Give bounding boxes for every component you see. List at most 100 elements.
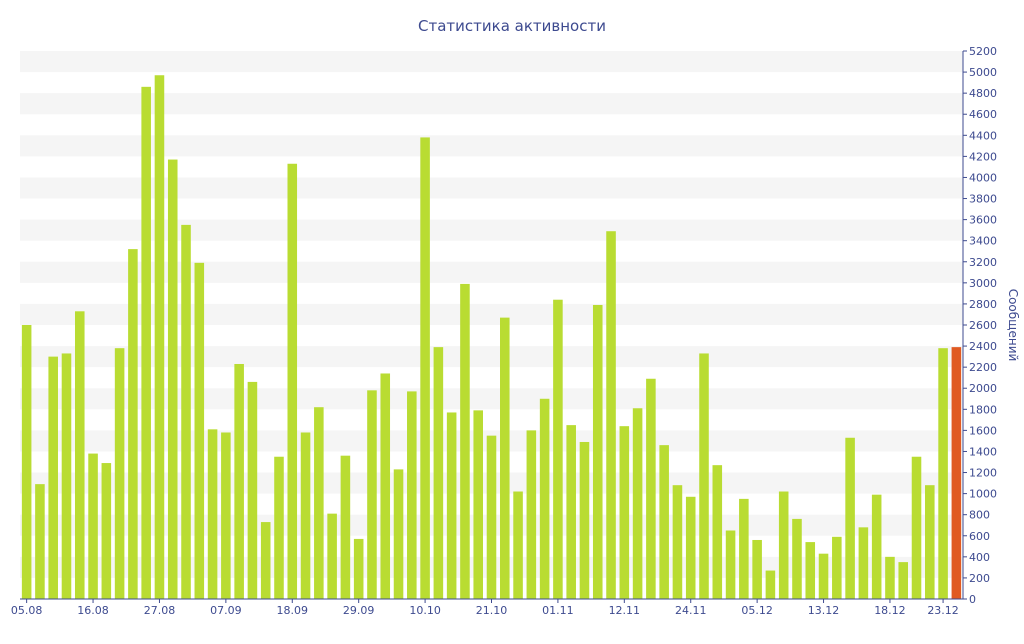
bar — [553, 299, 563, 599]
bar — [274, 456, 284, 599]
bar — [221, 432, 231, 599]
bar — [260, 522, 271, 599]
bar — [300, 432, 311, 599]
grid-band — [20, 346, 963, 368]
bar — [61, 353, 72, 599]
y-tick-label: 4800 — [969, 87, 997, 100]
bar — [314, 407, 324, 599]
chart-title: Статистика активности — [418, 17, 606, 35]
bar — [35, 484, 45, 599]
y-tick-label: 3200 — [969, 256, 997, 269]
grid-band — [20, 135, 963, 157]
bar — [74, 311, 85, 599]
bar — [739, 498, 749, 599]
bar — [420, 137, 430, 600]
y-tick-label: 4600 — [969, 108, 997, 121]
x-tick-label: 10.10 — [409, 604, 441, 617]
bar — [500, 317, 510, 599]
y-tick-label: 2000 — [969, 382, 997, 395]
bar — [699, 353, 709, 599]
bar — [632, 408, 643, 599]
x-tick-label: 05.08 — [11, 604, 43, 617]
bars-group — [21, 75, 962, 600]
y-tick-label: 5200 — [969, 45, 997, 58]
bar — [685, 496, 696, 599]
y-tick-label: 2400 — [969, 340, 997, 353]
bar — [48, 356, 58, 599]
x-tick-label: 29.09 — [343, 604, 375, 617]
bar — [327, 513, 337, 599]
bar — [181, 224, 191, 599]
bar — [460, 283, 470, 599]
axes-group: 0 200 400 600 800 1000 1200 1400 1600 1800 2000 220… — [11, 45, 997, 617]
y-tick-label: 3600 — [969, 214, 997, 227]
x-tick-label: 27.08 — [144, 604, 176, 617]
grid-band — [20, 51, 963, 73]
bar — [287, 163, 298, 599]
y-tick-label: 2200 — [969, 361, 997, 374]
bar — [672, 485, 683, 599]
x-tick-label: 12.11 — [609, 604, 641, 617]
bar — [513, 491, 523, 599]
bar — [792, 518, 802, 599]
bar — [659, 445, 669, 599]
bar — [898, 562, 909, 599]
x-tick-label: 24.11 — [675, 604, 707, 617]
bar — [885, 556, 895, 599]
grid-band — [20, 219, 963, 241]
x-tick-label: 05.12 — [741, 604, 773, 617]
bar — [712, 465, 723, 599]
bar — [526, 430, 537, 599]
bar — [88, 453, 98, 599]
bar — [340, 455, 351, 599]
bar — [407, 391, 417, 599]
bar — [21, 325, 32, 599]
y-tick-label: 1200 — [969, 467, 997, 480]
bar — [566, 425, 576, 599]
bar — [765, 570, 776, 599]
y-tick-label: 3000 — [969, 277, 997, 290]
x-tick-label: 18.12 — [874, 604, 906, 617]
bar — [778, 491, 789, 599]
x-tick-label: 07.09 — [210, 604, 242, 617]
bar — [606, 231, 616, 599]
bar — [805, 542, 816, 599]
bar — [871, 494, 882, 599]
bar — [725, 530, 736, 599]
bar — [646, 378, 656, 599]
y-tick-label: 1000 — [969, 488, 997, 501]
bar — [752, 539, 762, 599]
bar — [128, 249, 138, 599]
bar — [433, 347, 444, 599]
bar — [367, 390, 377, 599]
x-tick-label: 23.12 — [927, 604, 959, 617]
bar — [353, 538, 364, 599]
y-tick-label: 400 — [969, 551, 990, 564]
bar — [832, 536, 842, 599]
y-tick-label: 800 — [969, 509, 990, 522]
y-tick-label: 1400 — [969, 445, 997, 458]
y-tick-label: 1800 — [969, 403, 997, 416]
y-tick-label: 5000 — [969, 66, 997, 79]
bar — [539, 398, 550, 599]
y-tick-label: 600 — [969, 530, 990, 543]
bar — [818, 553, 829, 599]
y-tick-label: 200 — [969, 572, 990, 585]
y-tick-label: 3400 — [969, 235, 997, 248]
bar — [167, 159, 178, 600]
x-tick-label: 18.09 — [277, 604, 309, 617]
x-tick-label: 13.12 — [808, 604, 840, 617]
bar — [592, 304, 603, 599]
bar — [858, 527, 869, 599]
bar — [114, 348, 125, 599]
bar — [938, 348, 948, 599]
bar — [486, 435, 497, 599]
y-tick-label: 2600 — [969, 319, 997, 332]
x-tick-label: 21.10 — [476, 604, 508, 617]
grid-band — [20, 93, 963, 115]
grid-band — [20, 177, 963, 199]
x-tick-label: 01.11 — [542, 604, 574, 617]
bar — [619, 426, 630, 599]
